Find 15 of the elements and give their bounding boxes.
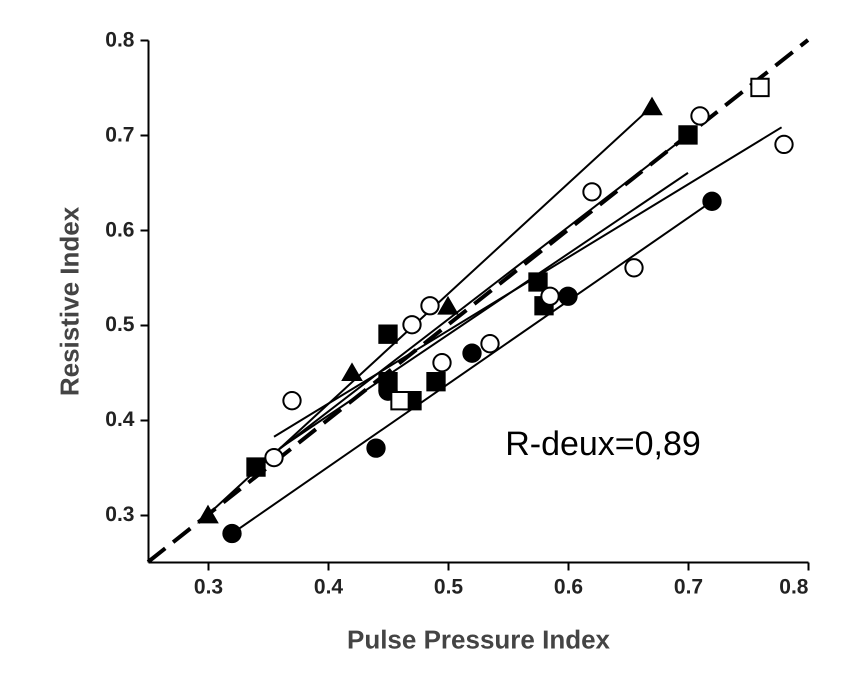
annotation: R-deux=0,89 bbox=[505, 425, 701, 463]
y-tick-label: 0.5 bbox=[105, 313, 135, 336]
y-axis-title: Resistive Index bbox=[54, 206, 84, 396]
x-tick-label: 0.8 bbox=[779, 576, 809, 598]
x-axis-title: Pulse Pressure Index bbox=[346, 624, 611, 654]
x-tick-label: 0.7 bbox=[674, 576, 704, 598]
y-tick-label: 0.6 bbox=[105, 218, 134, 242]
x-tick-label: 0.3 bbox=[194, 576, 224, 598]
y-tick-label: 0.8 bbox=[105, 28, 135, 52]
x-tick-label: 0.5 bbox=[434, 576, 464, 598]
y-tick-label: 0.4 bbox=[105, 408, 135, 432]
y-tick-label: 0.3 bbox=[105, 503, 134, 526]
y-tick-label: 0.7 bbox=[105, 123, 134, 146]
x-tick-label: 0.4 bbox=[314, 576, 344, 598]
x-tick-label: 0.6 bbox=[554, 576, 584, 598]
